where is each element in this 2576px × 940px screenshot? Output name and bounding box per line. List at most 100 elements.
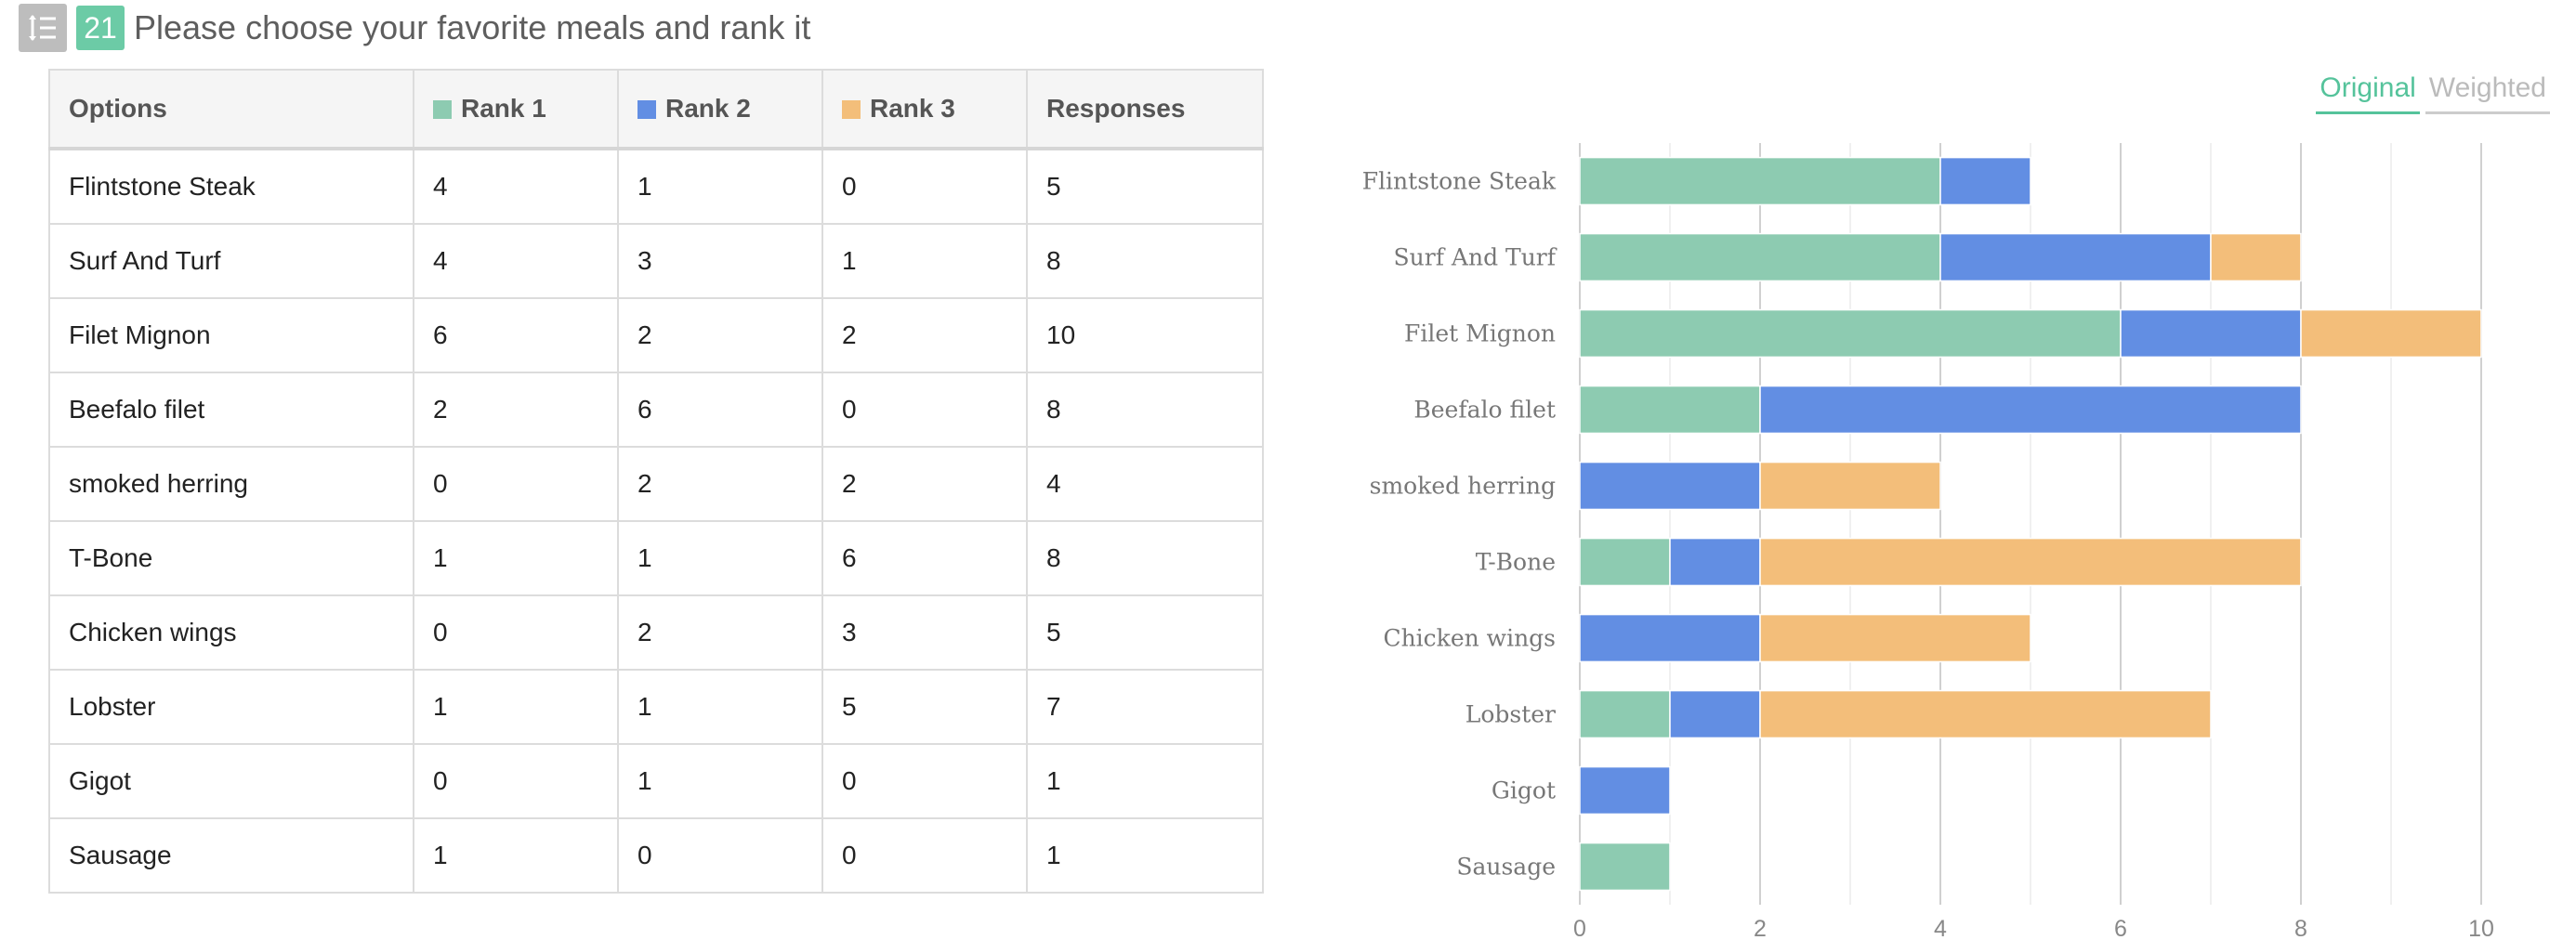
bar-segment-rank-3 (2300, 308, 2482, 359)
rank-1-count-cell: 6 (413, 297, 619, 373)
column-header-rank-2: Rank 2 (617, 69, 823, 150)
tab-original[interactable]: Original (2316, 71, 2420, 114)
category-label: Flintstone Steak (1362, 168, 1557, 195)
option-cell: Chicken wings (48, 594, 414, 671)
bar-segment-rank-3 (1759, 613, 2031, 663)
responses-cell: 10 (1026, 297, 1264, 373)
rank-3-count-cell: 5 (821, 669, 1028, 745)
question-number-badge: 21 (76, 6, 125, 50)
bar-segment-rank-1 (1579, 308, 2122, 359)
bar-segment-rank-2 (1939, 156, 2031, 206)
rank-2-count-cell: 3 (617, 223, 823, 299)
x-tick-label: 2 (1754, 916, 1767, 938)
column-header-rank-3: Rank 3 (821, 69, 1028, 150)
responses-cell: 1 (1026, 817, 1264, 894)
rank-3-count-cell: 3 (821, 594, 1028, 671)
rank-3-count-cell: 0 (821, 743, 1028, 819)
rank-3-count-cell: 0 (821, 817, 1028, 894)
x-tick-label: 10 (2468, 916, 2494, 938)
responses-cell: 7 (1026, 669, 1264, 745)
ranking-summary-table: Options Rank 1 Rank 2 Rank 3 Responses F… (48, 69, 1264, 894)
x-tick-label: 0 (1573, 916, 1586, 938)
rank-2-swatch (637, 100, 656, 119)
rank-1-count-cell: 0 (413, 743, 619, 819)
x-tick-label: 4 (1934, 916, 1947, 938)
ranking-bar-chart: Flintstone Steak Surf And Turf Filet Migno… (1362, 143, 2494, 938)
bar-segment-rank-2 (1579, 461, 1761, 511)
category-label: Beefalo filet (1413, 397, 1556, 424)
category-label: Filet Mignon (1404, 320, 1556, 347)
category-label: Sausage (1456, 854, 1556, 881)
option-cell: Flintstone Steak (48, 148, 414, 225)
rank-3-count-cell: 0 (821, 372, 1028, 448)
rank-1-count-cell: 1 (413, 520, 619, 596)
responses-cell: 8 (1026, 223, 1264, 299)
bar-segment-rank-3 (1759, 689, 2212, 739)
option-cell: T-Bone (48, 520, 414, 596)
rank-3-swatch (842, 100, 861, 119)
bar-segment-rank-3 (1759, 461, 1941, 511)
bar-segment-rank-2 (1579, 765, 1671, 816)
rank-2-count-cell: 2 (617, 297, 823, 373)
category-label: Lobster (1465, 701, 1556, 728)
rank-2-count-cell: 1 (617, 148, 823, 225)
rank-2-count-cell: 2 (617, 594, 823, 671)
bar-segment-rank-1 (1579, 156, 1941, 206)
table-row: Chicken wings 0 2 3 5 (48, 594, 1264, 671)
rank-2-count-cell: 0 (617, 817, 823, 894)
rank-1-count-cell: 1 (413, 817, 619, 894)
column-header-rank-1: Rank 1 (413, 69, 619, 150)
responses-cell: 8 (1026, 520, 1264, 596)
responses-cell: 5 (1026, 594, 1264, 671)
ranking-list-icon (19, 4, 67, 52)
option-cell: Lobster (48, 669, 414, 745)
rank-3-count-cell: 6 (821, 520, 1028, 596)
option-cell: Beefalo filet (48, 372, 414, 448)
table-row: Surf And Turf 4 3 1 8 (48, 223, 1264, 299)
rank-1-swatch (433, 100, 452, 119)
responses-cell: 1 (1026, 743, 1264, 819)
category-label: Surf And Turf (1394, 244, 1557, 271)
responses-cell: 5 (1026, 148, 1264, 225)
bar-segment-rank-1 (1579, 842, 1671, 892)
x-tick-label: 8 (2294, 916, 2307, 938)
tab-weighted[interactable]: Weighted (2425, 71, 2550, 114)
responses-cell: 8 (1026, 372, 1264, 448)
bar-segment-rank-1 (1579, 537, 1671, 587)
table-row: Gigot 0 1 0 1 (48, 743, 1264, 819)
rank-1-count-cell: 0 (413, 446, 619, 522)
rank-3-count-cell: 2 (821, 297, 1028, 373)
category-label: Gigot (1492, 777, 1556, 804)
x-tick-label: 6 (2114, 916, 2127, 938)
responses-cell: 4 (1026, 446, 1264, 522)
rank-1-count-cell: 1 (413, 669, 619, 745)
category-label: smoked herring (1370, 473, 1556, 500)
bar-segment-rank-2 (1939, 232, 2212, 282)
table-header-row: Options Rank 1 Rank 2 Rank 3 Responses (48, 69, 1264, 150)
chart-view-tabs: Original Weighted (2316, 71, 2550, 114)
bar-segment-rank-2 (1669, 537, 1761, 587)
bar-segment-rank-2 (1669, 689, 1761, 739)
option-cell: Gigot (48, 743, 414, 819)
rank-2-count-cell: 1 (617, 520, 823, 596)
table-row: Filet Mignon 6 2 2 10 (48, 297, 1264, 373)
bar-segment-rank-1 (1579, 385, 1761, 435)
rank-1-count-cell: 0 (413, 594, 619, 671)
bar-segment-rank-1 (1579, 689, 1671, 739)
table-row: Lobster 1 1 5 7 (48, 669, 1264, 745)
rank-2-count-cell: 1 (617, 743, 823, 819)
rank-1-count-cell: 4 (413, 223, 619, 299)
option-cell: Sausage (48, 817, 414, 894)
bar-segment-rank-2 (1759, 385, 2302, 435)
rank-2-count-cell: 1 (617, 669, 823, 745)
bar-segment-rank-3 (1759, 537, 2302, 587)
option-cell: smoked herring (48, 446, 414, 522)
table-row: smoked herring 0 2 2 4 (48, 446, 1264, 522)
category-label: T-Bone (1476, 549, 1556, 576)
table-row: Flintstone Steak 4 1 0 5 (48, 148, 1264, 225)
column-header-responses: Responses (1026, 69, 1264, 150)
rank-2-count-cell: 2 (617, 446, 823, 522)
bar-segment-rank-1 (1579, 232, 1941, 282)
rank-1-count-cell: 4 (413, 148, 619, 225)
question-title: Please choose your favorite meals and ra… (134, 8, 811, 46)
